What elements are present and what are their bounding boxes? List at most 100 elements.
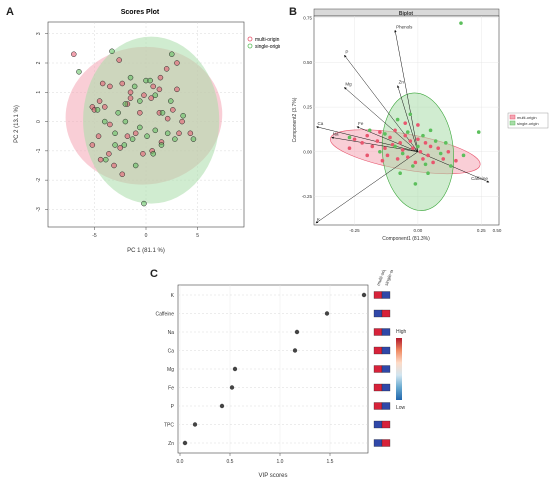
- point-multi-origin: [116, 57, 122, 63]
- heatmap-cell: [381, 439, 391, 447]
- point-single-origin: [112, 130, 118, 137]
- vip-category-label: Caffeine: [155, 312, 174, 318]
- heatmap-cell: [373, 402, 383, 410]
- loading-label: Ca: [318, 121, 324, 126]
- point-multi-origin: [174, 86, 180, 93]
- point-multi-origin: [408, 139, 413, 143]
- point-single-origin: [131, 83, 138, 90]
- point-multi-origin: [403, 121, 408, 125]
- point-single-origin: [137, 98, 143, 104]
- loading-arrow: [315, 151, 419, 224]
- point-single-origin: [94, 107, 101, 113]
- point-single-origin: [129, 136, 136, 142]
- vip-plot-frame: [177, 284, 369, 454]
- biplot: Biplot Phenols P Mg Zn Ca Na Fe Caffeine K -0.25…: [292, 8, 549, 242]
- x-tick-label: 0.25: [477, 228, 486, 233]
- point-single-origin: [443, 141, 448, 145]
- point-single-origin: [103, 156, 109, 163]
- legend-marker-single-origin: [247, 43, 253, 49]
- point-single-origin: [400, 151, 405, 156]
- heatmap-cell: [381, 309, 391, 318]
- vip-point: [232, 366, 238, 372]
- scores-plot: Scores Plot -5 0 5 -3 -2 -1 0 1 2 3 PC 1 (81.1 %…: [14, 9, 280, 254]
- x-tick-label: -0.25: [349, 228, 360, 233]
- point-multi-origin: [446, 149, 451, 154]
- y-tick-label: 0.00: [303, 149, 312, 154]
- point-multi-origin: [416, 137, 420, 142]
- point-single-origin: [393, 144, 397, 149]
- point-single-origin: [347, 135, 352, 140]
- loading-label: Mg: [345, 81, 352, 86]
- colorbar-low-label: Low: [396, 405, 406, 411]
- point-multi-origin: [421, 157, 425, 161]
- point-single-origin: [122, 101, 129, 107]
- point-single-origin: [152, 127, 159, 134]
- colorbar-gradient: [396, 338, 402, 400]
- heatmap-cell: [373, 365, 383, 373]
- point-multi-origin: [411, 146, 415, 150]
- loading-arrow: [417, 151, 490, 183]
- point-multi-origin: [403, 133, 408, 138]
- vip-category-label: Zn: [168, 441, 174, 447]
- loading-arrow: [356, 126, 418, 152]
- panel-letter-a: A: [6, 6, 14, 18]
- point-multi-origin: [107, 83, 113, 90]
- biplot-title: Biplot: [399, 11, 413, 17]
- point-multi-origin: [388, 135, 392, 140]
- point-multi-origin: [148, 95, 154, 101]
- point-single-origin: [408, 112, 413, 117]
- legend-label-multi-origin: multi-origin: [255, 37, 280, 43]
- legend-label-single-origin: single-origin: [255, 44, 280, 50]
- heatmap-cell: [373, 346, 383, 355]
- point-single-origin: [416, 144, 420, 149]
- point-multi-origin: [398, 141, 402, 145]
- point-single-origin: [190, 136, 197, 142]
- biplot-legend: multi-origin single-origin: [507, 112, 549, 129]
- x-tick-label: -5: [92, 233, 97, 239]
- loading-label: Na: [333, 131, 339, 136]
- y-tick-label: 2: [36, 61, 42, 64]
- vip-point: [192, 422, 198, 427]
- heatmap-cell: [381, 291, 391, 299]
- confidence-ellipse-single-origin: [83, 36, 220, 204]
- legend-label-multi-origin: multi-origin: [517, 115, 537, 120]
- biplot-xlabel: Component1 (81.3%): [382, 236, 430, 242]
- point-multi-origin: [163, 66, 170, 72]
- vip-colorbar: [396, 338, 402, 400]
- heatmap-cell: [381, 383, 391, 392]
- point-multi-origin: [405, 155, 410, 159]
- point-multi-origin: [179, 118, 185, 125]
- point-multi-origin: [416, 123, 420, 127]
- point-multi-origin: [119, 80, 126, 87]
- heatmap-cell: [381, 328, 391, 336]
- point-multi-origin: [97, 156, 104, 163]
- point-single-origin: [121, 142, 128, 148]
- heatmap-cell: [381, 346, 391, 355]
- vip-category-label: Ca: [168, 349, 175, 355]
- point-single-origin: [150, 151, 156, 157]
- point-single-origin: [438, 151, 443, 156]
- vip-point: [219, 403, 225, 409]
- loading-label: Zn: [399, 80, 405, 85]
- vip-point: [294, 329, 300, 335]
- vip-category-label: Na: [168, 330, 175, 336]
- point-single-origin: [367, 128, 372, 133]
- loading-arrow: [316, 126, 418, 153]
- panel-letter-c: C: [150, 268, 158, 280]
- point-multi-origin: [347, 146, 352, 150]
- point-single-origin: [164, 130, 171, 137]
- point-multi-origin: [111, 162, 117, 169]
- point-multi-origin: [428, 144, 433, 149]
- x-tick-label: 0.0: [177, 459, 184, 465]
- loading-label: Phenols: [396, 24, 413, 29]
- vip-category-label: TPC: [164, 423, 174, 429]
- point-single-origin: [476, 130, 481, 134]
- biplot-legend-box: [507, 112, 549, 129]
- point-single-origin: [147, 77, 153, 84]
- point-multi-origin: [370, 144, 375, 149]
- point-single-origin: [152, 92, 159, 98]
- point-single-origin: [159, 110, 166, 116]
- loading-label: K: [317, 217, 320, 222]
- legend-marker-single-origin: [509, 120, 516, 126]
